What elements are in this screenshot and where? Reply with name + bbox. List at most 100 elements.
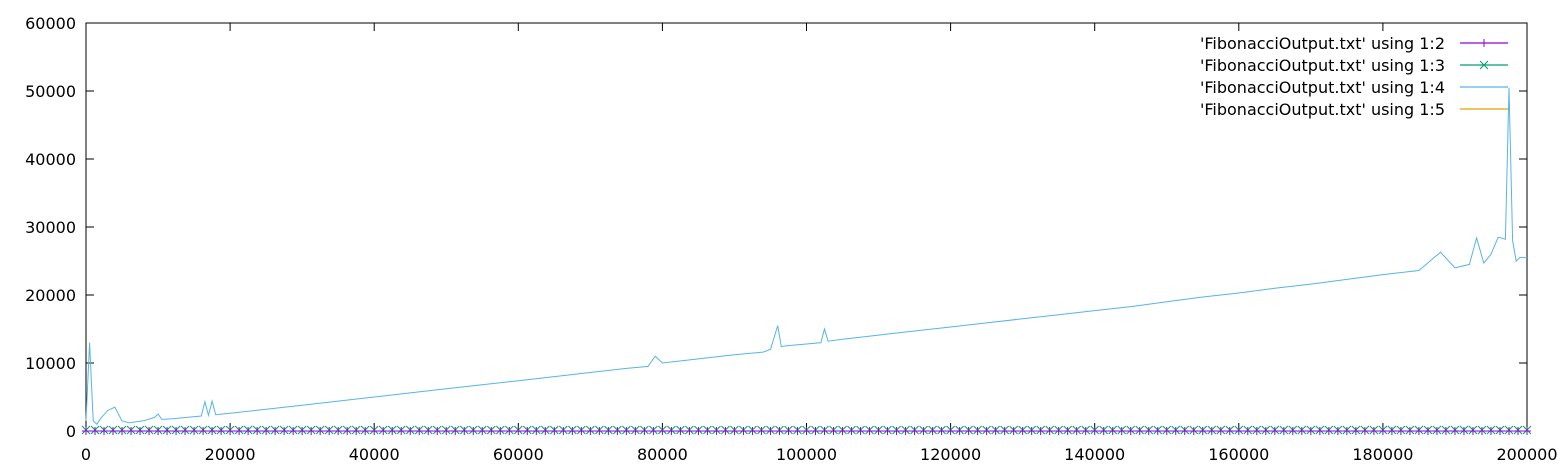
data-point [559,427,568,435]
data-point [343,427,352,435]
data-point [649,427,658,435]
data-point [145,427,154,435]
data-point [1423,427,1432,435]
data-point [1171,427,1180,435]
data-point [532,427,541,435]
data-point [424,427,433,435]
data-point [181,427,190,435]
data-point [1207,427,1216,435]
data-point [1459,427,1468,435]
data-point [919,427,928,435]
x-tick-label: 0 [81,445,91,464]
data-point [793,427,802,435]
data-point [1135,427,1144,435]
data-point [991,427,1000,435]
data-point [883,427,892,435]
legend-entry: 'FibonacciOutput.txt' using 1:5 [1200,100,1508,119]
data-point [415,427,424,435]
data-point [1018,427,1027,435]
series-line [85,87,1527,425]
data-point [1117,427,1126,435]
data-point [604,427,613,435]
data-point [784,427,793,435]
data-point [640,427,649,435]
data-point [1387,427,1396,435]
data-point [1225,427,1234,435]
data-point [613,427,622,435]
data-point [1504,427,1513,435]
data-point [892,427,901,435]
data-point [910,427,919,435]
x-tick-label: 40000 [349,445,400,464]
data-point [775,427,784,435]
data-point [1063,427,1072,435]
data-point [865,427,874,435]
data-point [1045,427,1054,435]
legend-label: 'FibonacciOutput.txt' using 1:4 [1200,78,1445,97]
data-point [1351,427,1360,435]
data-point [1234,427,1243,435]
legend-entry: 'FibonacciOutput.txt' using 1:3 [1200,56,1508,75]
data-point [514,427,523,435]
data-point [199,427,208,435]
data-point [244,427,253,435]
data-point [901,427,910,435]
series-layer [81,87,1532,435]
data-point [1099,427,1108,435]
data-point [586,427,595,435]
data-point [361,427,370,435]
x-tick-label: 180000 [1352,445,1413,464]
data-point [1315,427,1324,435]
data-point [1108,427,1117,435]
x-tick-label: 80000 [637,445,688,464]
data-point [226,427,235,435]
data-point [136,427,145,435]
x-tick-label: 140000 [1064,445,1125,464]
data-point [325,427,334,435]
data-point [1153,427,1162,435]
data-point [316,427,325,435]
data-point [1297,427,1306,435]
data-point [460,427,469,435]
data-point [352,427,361,435]
data-point [127,427,136,435]
data-point [1396,427,1405,435]
data-point [163,427,172,435]
data-point [1036,427,1045,435]
data-point [550,427,559,435]
data-point [91,427,100,435]
data-point [397,427,406,435]
data-point [280,427,289,435]
legend: 'FibonacciOutput.txt' using 1:2 'Fibonacc… [1200,34,1508,119]
data-point [1180,427,1189,435]
data-point [730,427,739,435]
data-point [577,427,586,435]
data-point [523,427,532,435]
data-point [595,427,604,435]
data-point [307,427,316,435]
data-point [676,427,685,435]
data-point [1126,427,1135,435]
data-point [1378,427,1387,435]
legend-marker [1480,39,1488,47]
data-point [622,427,631,435]
data-point [1342,427,1351,435]
data-point [1189,427,1198,435]
data-point [1369,427,1378,435]
data-point [379,427,388,435]
data-point [757,427,766,435]
data-point [829,427,838,435]
data-point [1252,427,1261,435]
y-tick-label: 10000 [25,354,76,373]
data-point [856,427,865,435]
data-point [370,427,379,435]
data-point [1081,427,1090,435]
data-point [838,427,847,435]
data-point [172,427,181,435]
data-point [82,427,90,435]
data-point [1261,427,1270,435]
data-point [388,427,397,435]
data-point [1279,427,1288,435]
data-point [1324,427,1333,435]
